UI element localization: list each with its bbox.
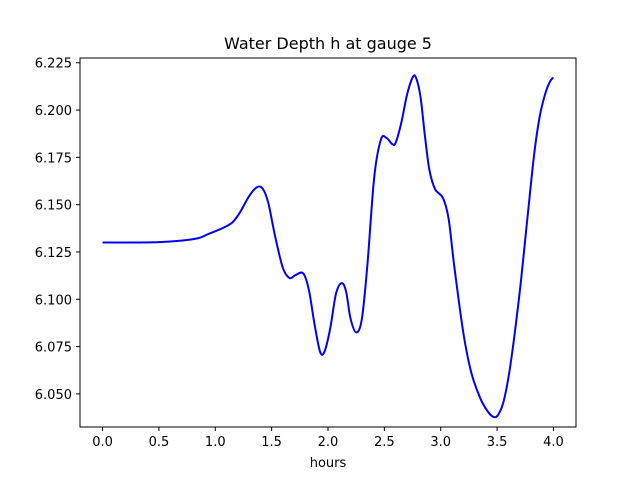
y-tick-label: 6.175 [35, 151, 72, 166]
x-tick-label: 2.5 [374, 435, 395, 450]
plot-area: 0.0 0.5 1.0 1.5 2.0 2.5 3.0 3.5 4.0 6.050 6.075 6.1… [35, 57, 577, 450]
y-tick-label: 6.150 [35, 199, 72, 214]
y-tick-label: 6.100 [35, 293, 72, 308]
y-tick-label: 6.200 [35, 104, 72, 119]
x-tick-label: 2.0 [318, 435, 339, 450]
x-tick-label: 4.0 [543, 435, 564, 450]
y-tick-label: 6.225 [35, 57, 72, 72]
x-tick-label: 1.0 [205, 435, 226, 450]
x-axis-label: hours [310, 456, 347, 471]
x-tick-label: 1.5 [261, 435, 282, 450]
x-tick-label: 3.0 [430, 435, 451, 450]
y-tick-label: 6.125 [35, 246, 72, 261]
y-tick-label: 6.050 [35, 388, 72, 403]
chart-title: Water Depth h at gauge 5 [224, 34, 432, 53]
x-tick-label: 0.5 [149, 435, 170, 450]
x-tick-label: 3.5 [487, 435, 508, 450]
y-tick-label: 6.075 [35, 341, 72, 356]
series-line-0 [102, 74, 555, 419]
x-tick-label: 0.0 [92, 435, 113, 450]
